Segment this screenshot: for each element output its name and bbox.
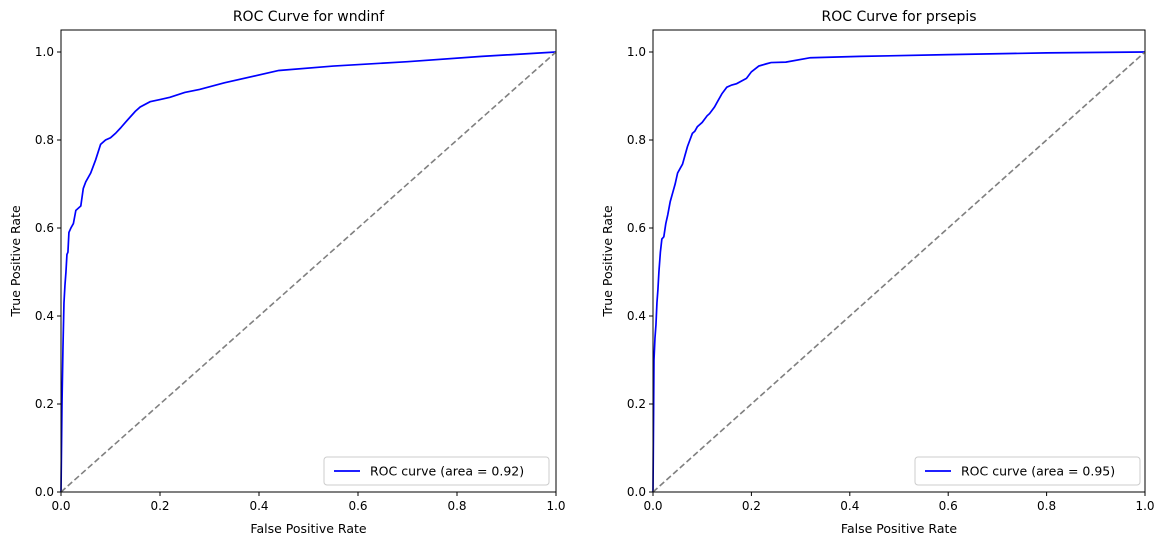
roc-panel-prsepis: 0.0 0.2 0.4 0.6 0.8 1.0 0.0 0.2 0.4 0.6 0.8 1.0 RO… [600, 9, 1155, 536]
x-tick-label: 0.6 [939, 499, 958, 513]
x-axis-label: False Positive Rate [841, 521, 957, 536]
legend-label: ROC curve (area = 0.92) [370, 464, 524, 479]
y-tick-label: 0.6 [627, 221, 646, 235]
x-tick-label: 0.8 [1037, 499, 1056, 513]
y-tick-label: 0.8 [35, 133, 54, 147]
y-tick-label: 0.2 [35, 397, 54, 411]
x-tick-label: 0.4 [249, 499, 268, 513]
x-tick-label: 1.0 [546, 499, 565, 513]
y-tick-label: 0.0 [35, 485, 54, 499]
y-tick-label: 1.0 [627, 45, 646, 59]
legend-box [914, 456, 1141, 486]
y-tick-label: 0.6 [35, 221, 54, 235]
y-axis-label: True Positive Rate [8, 205, 23, 318]
y-tick-label: 0.4 [627, 309, 646, 323]
x-ticks: 0.0 0.2 0.4 0.6 0.8 1.0 [643, 492, 1155, 513]
chance-diagonal-line [652, 51, 1146, 493]
roc-curve-line [652, 51, 1146, 493]
legend-label: ROC curve (area = 0.95) [961, 464, 1115, 479]
x-tick-label: 0.0 [51, 499, 70, 513]
roc-curve-line [60, 51, 557, 493]
plot-area [653, 30, 1145, 492]
roc-panel-wndinf: 0.0 0.2 0.4 0.6 0.8 1.0 0.0 0.2 0.4 0.6 0.8 1.0 RO… [8, 9, 566, 536]
y-tick-label: 0.8 [627, 133, 646, 147]
axes-frame [60, 29, 557, 493]
chart-title: ROC Curve for wndinf [233, 9, 385, 25]
y-tick-label: 0.4 [35, 309, 54, 323]
x-tick-label: 0.4 [840, 499, 859, 513]
plot-area [61, 30, 556, 492]
legend: ROC curve (area = 0.92) [323, 456, 550, 486]
x-tick-label: 0.6 [348, 499, 367, 513]
x-ticks: 0.0 0.2 0.4 0.6 0.8 1.0 [51, 492, 566, 513]
y-tick-label: 0.2 [627, 397, 646, 411]
legend: ROC curve (area = 0.95) [914, 456, 1141, 486]
x-tick-label: 0.2 [150, 499, 169, 513]
y-tick-label: 0.0 [627, 485, 646, 499]
y-tick-label: 1.0 [35, 45, 54, 59]
x-tick-label: 0.8 [447, 499, 466, 513]
x-tick-label: 0.0 [643, 499, 662, 513]
y-ticks: 0.0 0.2 0.4 0.6 0.8 1.0 [35, 45, 61, 499]
series-layer [652, 51, 1146, 493]
series-layer [60, 51, 557, 493]
chance-diagonal-line [60, 51, 557, 493]
axes-frame [652, 29, 1146, 493]
x-tick-label: 0.2 [742, 499, 761, 513]
chart-title: ROC Curve for prsepis [821, 9, 976, 25]
legend-box [323, 456, 550, 486]
x-axis-label: False Positive Rate [250, 521, 366, 536]
y-axis-label: True Positive Rate [600, 205, 615, 318]
x-tick-label: 1.0 [1135, 499, 1154, 513]
y-ticks: 0.0 0.2 0.4 0.6 0.8 1.0 [627, 45, 653, 499]
